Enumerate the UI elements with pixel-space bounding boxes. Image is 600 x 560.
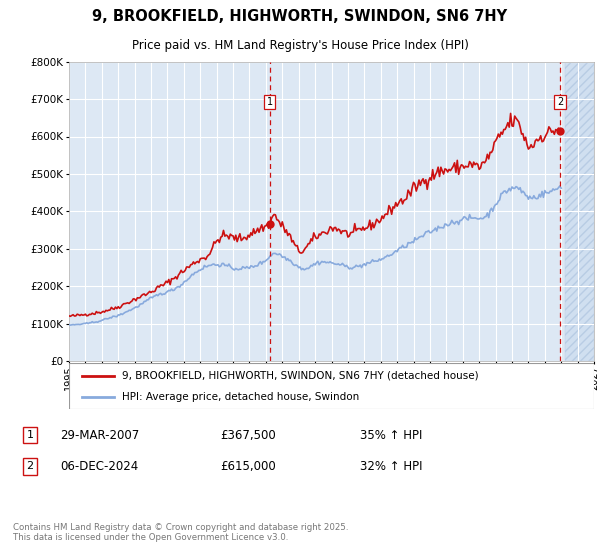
FancyBboxPatch shape	[69, 363, 594, 409]
Text: £615,000: £615,000	[220, 460, 276, 473]
Text: Price paid vs. HM Land Registry's House Price Index (HPI): Price paid vs. HM Land Registry's House …	[131, 39, 469, 53]
Text: £367,500: £367,500	[220, 428, 276, 442]
Text: 06-DEC-2024: 06-DEC-2024	[60, 460, 138, 473]
Text: 9, BROOKFIELD, HIGHWORTH, SWINDON, SN6 7HY (detached house): 9, BROOKFIELD, HIGHWORTH, SWINDON, SN6 7…	[121, 371, 478, 381]
Bar	[565, 62, 594, 361]
Text: 1: 1	[26, 430, 34, 440]
Text: 35% ↑ HPI: 35% ↑ HPI	[360, 428, 422, 442]
Text: 1: 1	[267, 97, 273, 107]
Text: 2: 2	[26, 461, 34, 472]
Text: 29-MAR-2007: 29-MAR-2007	[60, 428, 139, 442]
Text: 2: 2	[557, 97, 563, 107]
Bar	[565, 62, 594, 361]
Text: 32% ↑ HPI: 32% ↑ HPI	[360, 460, 422, 473]
Text: HPI: Average price, detached house, Swindon: HPI: Average price, detached house, Swin…	[121, 393, 359, 402]
Text: 9, BROOKFIELD, HIGHWORTH, SWINDON, SN6 7HY: 9, BROOKFIELD, HIGHWORTH, SWINDON, SN6 7…	[92, 9, 508, 24]
Text: Contains HM Land Registry data © Crown copyright and database right 2025.
This d: Contains HM Land Registry data © Crown c…	[13, 522, 349, 542]
